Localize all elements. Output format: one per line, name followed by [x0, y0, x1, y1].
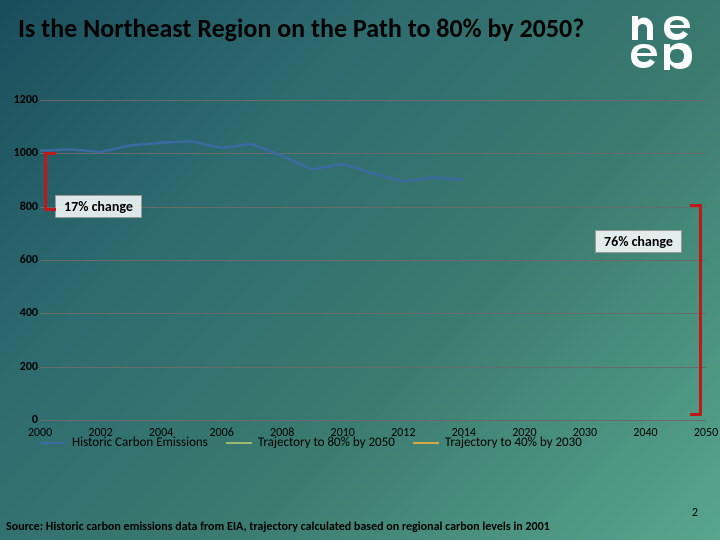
legend-label: Trajectory to 80% by 2050	[258, 435, 395, 450]
annotation-label: 76% change	[595, 230, 682, 253]
line-chart: 0200400600800100012002000200220042006200…	[0, 100, 720, 490]
legend-item: Historic Carbon Emissions	[40, 435, 208, 450]
page-number: 2	[692, 506, 698, 520]
change-bracket	[44, 152, 56, 211]
title-block: Is the Northeast Region on the Path to 8…	[18, 14, 590, 44]
legend-swatch	[226, 442, 252, 444]
legend-item: Trajectory to 40% by 2030	[413, 435, 582, 450]
legend-swatch	[413, 442, 439, 444]
legend-label: Historic Carbon Emissions	[72, 435, 208, 450]
legend-swatch	[40, 442, 66, 444]
slide: Is the Northeast Region on the Path to 8…	[0, 0, 720, 540]
page-title: Is the Northeast Region on the Path to 8…	[18, 14, 590, 44]
neep-logo	[628, 14, 698, 70]
source-text: Source: Historic carbon emissions data f…	[6, 520, 550, 534]
chart-svg	[0, 100, 720, 460]
series-historic	[40, 141, 464, 181]
legend: Historic Carbon Emissions Trajectory to 8…	[40, 435, 706, 450]
legend-item: Trajectory to 80% by 2050	[226, 435, 395, 450]
annotation-label: 17% change	[55, 195, 142, 218]
legend-label: Trajectory to 40% by 2030	[445, 435, 582, 450]
change-bracket	[690, 204, 702, 416]
